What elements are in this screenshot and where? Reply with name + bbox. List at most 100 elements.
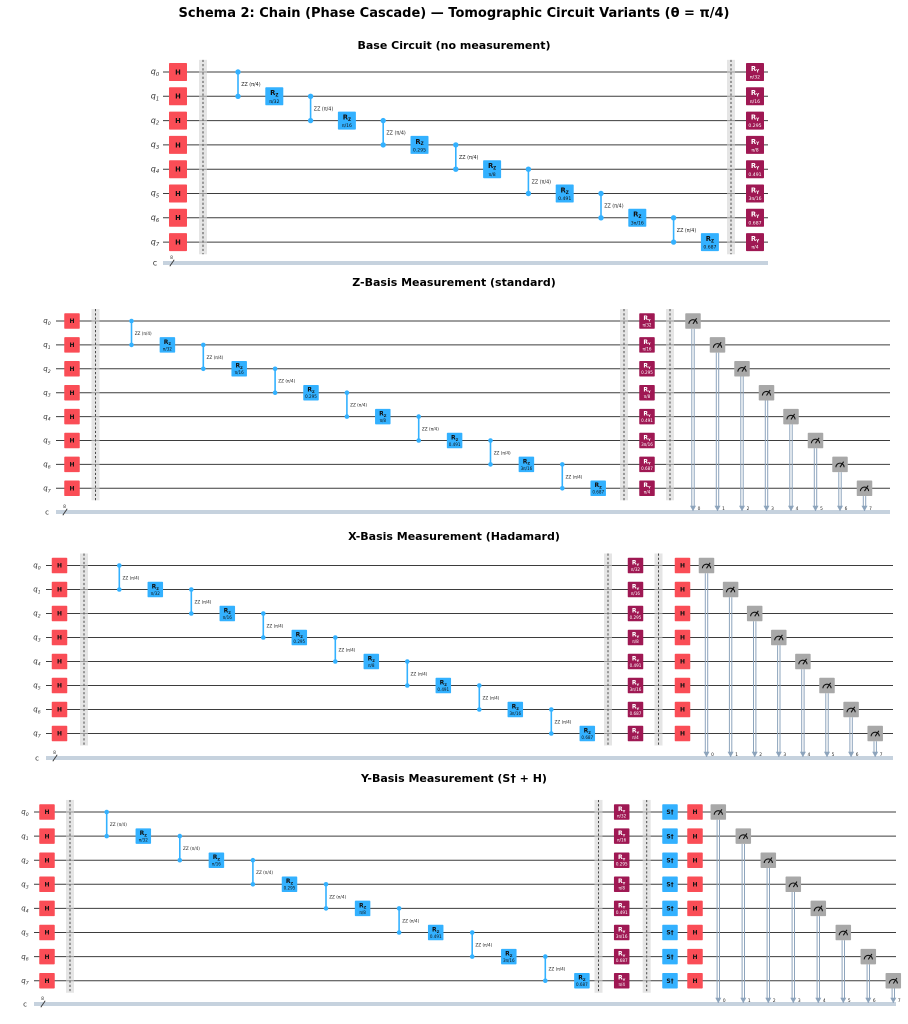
ry-gate-box xyxy=(746,208,764,227)
ry-gate-box xyxy=(613,948,630,965)
svg-text:RY: RY xyxy=(751,186,760,194)
h-gate-box xyxy=(64,313,80,329)
measure-box xyxy=(722,581,739,598)
sdg-gate-box xyxy=(662,828,678,844)
svg-text:RZ: RZ xyxy=(706,235,714,243)
h-gate: H xyxy=(64,313,80,329)
barrier xyxy=(199,59,207,255)
sdg-gate-box xyxy=(662,924,678,941)
svg-text:0.295: 0.295 xyxy=(305,394,317,399)
zz-interaction: ZZ (π/4) xyxy=(177,833,200,863)
sdg-gate: S† xyxy=(662,804,678,820)
zz-dot xyxy=(416,414,422,419)
rz-gate-box xyxy=(135,828,152,844)
rz-gate: RZ0.491 xyxy=(435,677,452,694)
h-gate: H xyxy=(39,948,55,965)
h-gate: H xyxy=(51,629,68,646)
sdg-gate: S† xyxy=(662,924,678,941)
qubit-label: q0 xyxy=(43,317,50,327)
svg-text:π/32: π/32 xyxy=(631,567,640,572)
svg-text:RY: RY xyxy=(618,854,626,861)
measure-box xyxy=(709,337,726,353)
measure-arrow xyxy=(815,997,822,1004)
clbit-label: c xyxy=(45,508,49,516)
svg-text:RY: RY xyxy=(618,902,626,909)
ry-gate-box xyxy=(613,900,630,917)
measure-box xyxy=(735,828,752,844)
qubit-label: q2 xyxy=(21,856,28,866)
zz-angle-label: ZZ (π/4) xyxy=(267,623,284,628)
qubit-label: q5 xyxy=(151,189,160,200)
svg-text:RZ: RZ xyxy=(307,387,315,394)
h-gate: H xyxy=(687,852,703,868)
measure-dial-icon xyxy=(822,683,832,689)
ry-gate: RYπ/8 xyxy=(627,629,644,646)
clbit-index-label: 4 xyxy=(808,752,811,758)
measure-gate: 2 xyxy=(760,852,777,1004)
zz-dot xyxy=(177,833,183,839)
measure-dial-icon xyxy=(763,858,773,864)
svg-text:0.295: 0.295 xyxy=(293,639,305,644)
clbit-count-label: 8 xyxy=(170,255,173,261)
svg-text:RZ: RZ xyxy=(368,655,376,662)
zz-interaction: ZZ (π/4) xyxy=(396,906,420,935)
ry-gate: RY0.687 xyxy=(746,208,764,227)
ry-gate: RYπ/32 xyxy=(613,804,630,820)
clbit-index-label: 3 xyxy=(771,506,774,512)
rz-gate: RZπ/16 xyxy=(219,605,236,622)
svg-text:0.687: 0.687 xyxy=(616,958,628,963)
h-gate-box xyxy=(64,480,80,497)
measure-box xyxy=(856,480,873,497)
zz-dot xyxy=(560,486,565,491)
svg-text:RY: RY xyxy=(632,727,640,734)
zz-dot xyxy=(344,390,350,396)
h-gate: H xyxy=(687,828,703,844)
zz-dot xyxy=(396,930,402,935)
svg-text:RZ: RZ xyxy=(164,339,172,346)
svg-text:RY: RY xyxy=(632,583,640,590)
measure-arrow xyxy=(824,751,830,758)
h-gate: H xyxy=(169,160,187,179)
h-gate-box xyxy=(674,677,691,694)
ry-gate: RY0.295 xyxy=(613,852,630,868)
measure-gate: 2 xyxy=(746,605,763,758)
measure-gate: 7 xyxy=(856,480,873,512)
zz-dot xyxy=(543,978,548,983)
zz-dot xyxy=(307,93,314,100)
h-gate-box xyxy=(674,581,691,598)
svg-text:0.491: 0.491 xyxy=(641,418,653,423)
ry-gate: RY0.295 xyxy=(746,111,764,130)
svg-text:π/8: π/8 xyxy=(618,886,625,891)
qubit-label: q4 xyxy=(151,164,159,175)
rz-gate: RZ0.687 xyxy=(590,480,606,497)
measure-box xyxy=(771,629,787,646)
zz-angle-label: ZZ (π/4) xyxy=(566,474,583,479)
zz-dot xyxy=(201,366,206,372)
svg-text:H: H xyxy=(680,635,685,642)
zz-dot xyxy=(670,215,677,221)
clbit-index-label: 2 xyxy=(759,752,762,758)
svg-text:H: H xyxy=(44,930,49,937)
clbit-index-label: 3 xyxy=(798,998,801,1004)
clbit-index-label: 7 xyxy=(880,752,883,758)
zz-dot xyxy=(477,707,482,712)
rz-gate-box xyxy=(555,184,574,203)
svg-text:π/8: π/8 xyxy=(751,148,758,154)
clbit-label: c xyxy=(153,258,157,267)
h-gate: H xyxy=(64,432,80,449)
rz-gate: RZπ/8 xyxy=(375,408,391,425)
measure-box xyxy=(885,972,902,989)
clbit-index-label: 2 xyxy=(747,506,750,512)
clbit-index-label: 4 xyxy=(823,998,826,1004)
zz-dot xyxy=(117,587,122,592)
svg-text:RY: RY xyxy=(643,458,651,465)
svg-text:π/8: π/8 xyxy=(380,418,387,423)
svg-text:H: H xyxy=(692,833,697,840)
measure-dial-icon xyxy=(737,366,747,372)
h-gate: H xyxy=(39,876,55,893)
measure-gate: 6 xyxy=(860,948,877,1004)
measure-arrow xyxy=(872,751,879,758)
